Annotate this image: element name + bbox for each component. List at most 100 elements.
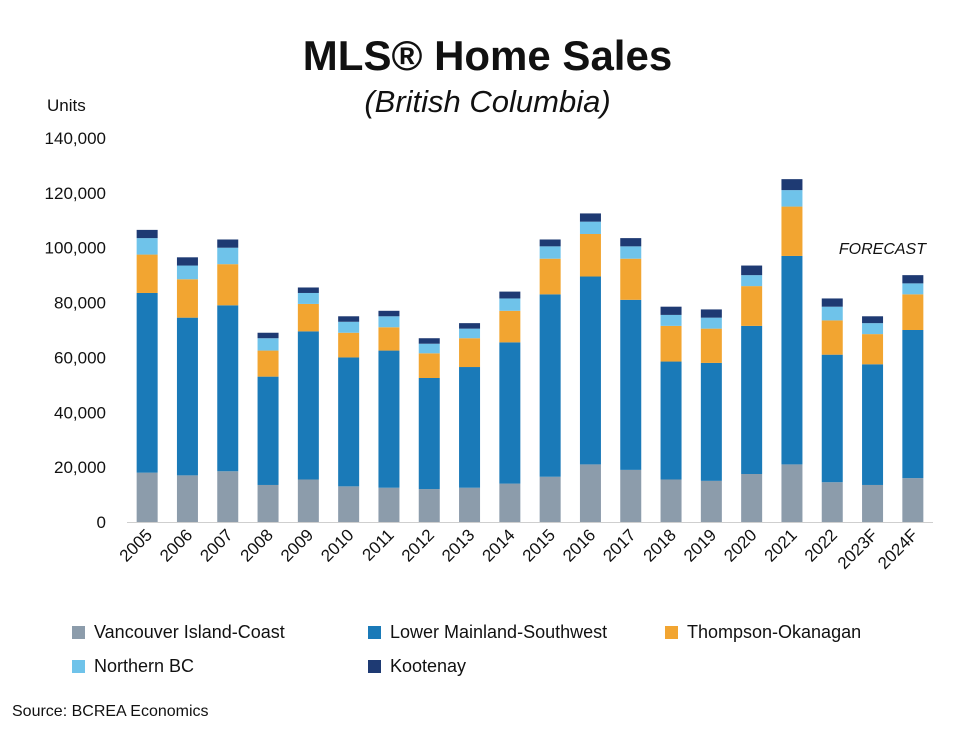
legend-swatch (665, 626, 678, 639)
bar-segment-2008-lower-mainland-southwest (257, 376, 279, 485)
bar-segment-2018-northern-bc (660, 314, 682, 326)
bar-segment-2024F-vancouver-island-coast (902, 478, 924, 522)
y-tick-label: 40,000 (54, 403, 106, 422)
legend-item-lower-mainland-southwest: Lower Mainland-Southwest (368, 622, 607, 643)
x-tick-label: 2017 (599, 525, 639, 565)
x-tick-label: 2018 (640, 525, 680, 565)
bar-segment-2019-northern-bc (700, 317, 722, 329)
bar-segment-2006-northern-bc (176, 265, 198, 280)
bar-segment-2007-lower-mainland-southwest (217, 305, 239, 472)
bar-segment-2017-northern-bc (620, 246, 642, 259)
bar-segment-2024F-lower-mainland-southwest (902, 330, 924, 479)
bar-segment-2024F-northern-bc (902, 283, 924, 295)
bar-segment-2008-vancouver-island-coast (257, 484, 279, 522)
bar-segment-2023F-thompson-okanagan (862, 334, 884, 365)
bar-segment-2009-northern-bc (297, 292, 319, 304)
legend-label: Kootenay (390, 656, 467, 676)
bar-segment-2012-northern-bc (418, 343, 440, 354)
bar-segment-2010-lower-mainland-southwest (338, 357, 360, 487)
bar-segment-2022-vancouver-island-coast (821, 482, 843, 522)
bar-segment-2009-kootenay (297, 287, 319, 293)
bar-segment-2024F-thompson-okanagan (902, 294, 924, 330)
bar-segment-2012-lower-mainland-southwest (418, 378, 440, 490)
legend-item-northern-bc: Northern BC (72, 656, 194, 677)
bar-segment-2020-northern-bc (741, 275, 763, 287)
bar-segment-2018-vancouver-island-coast (660, 479, 682, 522)
bar-segment-2007-vancouver-island-coast (217, 471, 239, 522)
bar-segment-2006-thompson-okanagan (176, 279, 198, 318)
bar-segment-2016-vancouver-island-coast (579, 464, 601, 522)
bar-segment-2012-kootenay (418, 338, 440, 344)
bar-segment-2012-vancouver-island-coast (418, 489, 440, 522)
bar-segment-2011-lower-mainland-southwest (378, 350, 400, 488)
y-tick-label: 20,000 (54, 458, 106, 477)
x-tick-label: 2020 (720, 525, 760, 565)
x-tick-label: 2007 (196, 525, 236, 565)
legend-item-thompson-okanagan: Thompson-Okanagan (665, 622, 861, 643)
bar-segment-2005-vancouver-island-coast (136, 472, 158, 522)
bar-segment-2007-kootenay (217, 239, 239, 248)
bar-segment-2005-thompson-okanagan (136, 254, 158, 293)
y-tick-label: 60,000 (54, 348, 106, 367)
bar-segment-2015-thompson-okanagan (539, 258, 561, 295)
bar-segment-2014-lower-mainland-southwest (499, 342, 521, 484)
y-tick-label: 0 (97, 513, 106, 532)
bar-segment-2021-thompson-okanagan (781, 206, 803, 256)
bar-segment-2007-thompson-okanagan (217, 264, 239, 306)
legend-swatch (368, 660, 381, 673)
source-note: Source: BCREA Economics (12, 703, 209, 720)
bar-segment-2009-thompson-okanagan (297, 303, 319, 332)
bar-segment-2021-kootenay (781, 179, 803, 191)
bar-segment-2007-northern-bc (217, 247, 239, 265)
bar-segment-2013-lower-mainland-southwest (459, 367, 481, 488)
bar-segment-2016-lower-mainland-southwest (579, 276, 601, 465)
bar-segment-2010-kootenay (338, 316, 360, 322)
x-tick-label: 2008 (237, 525, 277, 565)
bar-segment-2018-thompson-okanagan (660, 325, 682, 362)
bar-segment-2016-thompson-okanagan (579, 234, 601, 277)
bar-segment-2014-kootenay (499, 291, 521, 299)
legend-swatch (72, 660, 85, 673)
bar-segment-2020-thompson-okanagan (741, 286, 763, 326)
y-axis: 0 20,000 40,000 60,000 80,000 100,000 120,000 1… (45, 129, 106, 532)
bar-segment-2017-vancouver-island-coast (620, 469, 642, 522)
bar-segment-2019-vancouver-island-coast (700, 480, 722, 522)
bar-segment-2021-vancouver-island-coast (781, 464, 803, 522)
chart-subtitle: (British Columbia) (364, 84, 611, 119)
x-tick-label: 2023F (834, 525, 882, 573)
x-tick-label: 2021 (761, 525, 801, 565)
legend-label: Vancouver Island-Coast (94, 622, 285, 642)
bar-segment-2012-thompson-okanagan (418, 353, 440, 378)
y-tick-label: 140,000 (45, 129, 106, 148)
bar-segment-2015-kootenay (539, 239, 561, 247)
bar-segment-2014-vancouver-island-coast (499, 483, 521, 522)
legend-label: Lower Mainland-Southwest (390, 622, 608, 642)
bar-segment-2016-northern-bc (579, 221, 601, 234)
y-tick-label: 120,000 (45, 184, 106, 203)
bar-segment-2023F-lower-mainland-southwest (862, 364, 884, 485)
bar-stacks (136, 179, 924, 522)
x-tick-label: 2013 (438, 525, 478, 565)
bar-segment-2018-kootenay (660, 306, 682, 315)
x-tick-label: 2005 (116, 525, 156, 565)
x-tick-label: 2010 (317, 525, 357, 565)
legend-label: Northern BC (94, 656, 195, 676)
legend-item-kootenay: Kootenay (368, 656, 466, 677)
bar-segment-2008-kootenay (257, 332, 279, 339)
legend-swatch (72, 626, 85, 639)
y-tick-label: 100,000 (45, 239, 106, 258)
bar-segment-2020-vancouver-island-coast (741, 474, 763, 522)
x-tick-label: 2011 (358, 525, 397, 564)
bar-segment-2020-kootenay (741, 265, 763, 276)
bar-segment-2016-kootenay (579, 213, 601, 222)
x-tick-label: 2009 (277, 525, 317, 565)
x-tick-label: 2015 (519, 525, 559, 565)
bar-segment-2011-kootenay (378, 310, 400, 317)
x-tick-label: 2024F (874, 525, 922, 573)
bar-segment-2015-vancouver-island-coast (539, 476, 561, 522)
bar-segment-2008-thompson-okanagan (257, 350, 279, 377)
x-tick-label: 2006 (156, 525, 196, 565)
bar-segment-2013-kootenay (459, 323, 481, 329)
bar-segment-2013-thompson-okanagan (459, 338, 481, 368)
